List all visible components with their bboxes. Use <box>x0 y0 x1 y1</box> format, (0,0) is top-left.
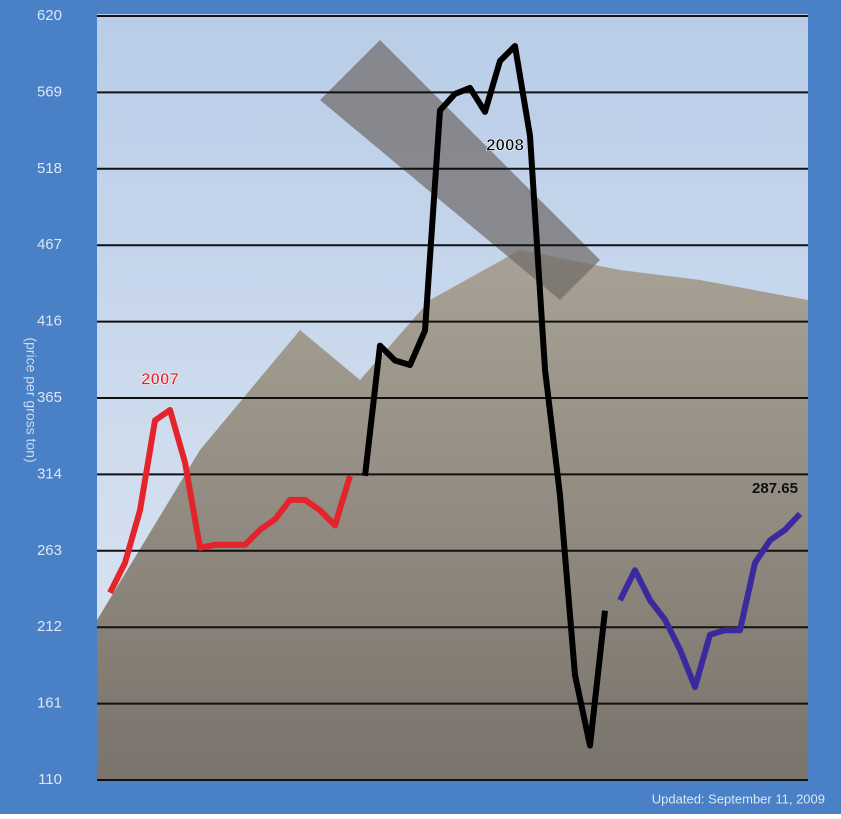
series-line <box>617 511 803 691</box>
series-label: 2008 <box>486 135 524 154</box>
conveyor <box>320 40 600 300</box>
y-tick-label: 365 <box>37 389 62 406</box>
data-label: 287.65 <box>752 480 798 497</box>
y-tick-label: 110 <box>38 771 62 788</box>
y-axis-label: (price per gross ton) <box>23 337 39 462</box>
series-label: 2007 <box>141 369 179 388</box>
series-line <box>107 406 353 595</box>
y-tick-label: 416 <box>37 313 62 330</box>
y-tick-label: 518 <box>37 160 62 177</box>
y-tick-label: 314 <box>37 465 62 482</box>
y-tick-label: 569 <box>37 83 62 100</box>
y-tick-label: 161 <box>37 695 62 712</box>
series-line <box>362 42 608 749</box>
footnote: Updated: September 11, 2009 <box>652 791 825 806</box>
y-tick-label: 212 <box>37 618 62 635</box>
scrap-pile <box>97 250 808 780</box>
y-tick-label: 263 <box>37 542 62 559</box>
y-tick-label: 467 <box>37 236 62 253</box>
y-tick-label: 620 <box>37 7 62 24</box>
